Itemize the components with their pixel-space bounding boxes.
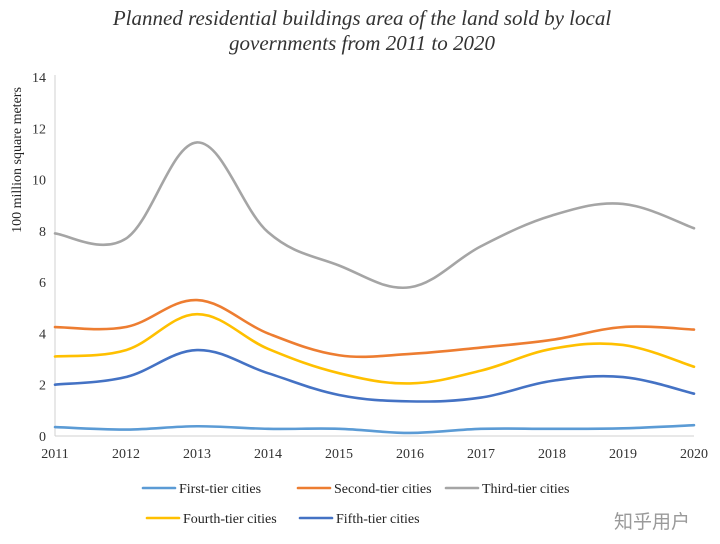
- x-tick-label: 2012: [112, 447, 140, 462]
- series-line-fourth-tier-cities: [53, 312, 696, 385]
- y-tick-label: 2: [39, 379, 46, 394]
- series-line-second-tier-cities: [53, 298, 696, 359]
- series-lines: [53, 141, 696, 435]
- chart-title-line: governments from 2011 to 2020: [229, 31, 495, 55]
- chart-title-line: Planned residential buildings area of th…: [112, 6, 611, 30]
- legend-label: First-tier cities: [179, 482, 261, 497]
- watermark-text: 知乎用户: [614, 511, 690, 533]
- x-tick-label: 2011: [41, 447, 68, 462]
- x-axis-ticks: 2011 2012 2013 2014 2015 2016 2017 2018 2019 2020: [41, 447, 708, 462]
- y-tick-label: 12: [32, 122, 46, 137]
- y-axis-ticks: 0 2 4 6 8 10 12 14: [32, 71, 46, 445]
- x-tick-label: 2017: [467, 447, 495, 462]
- y-tick-label: 4: [39, 327, 46, 342]
- legend: First-tier cities Second-tier cities Third…: [141, 482, 569, 527]
- legend-item-fourth-tier-cities: Fourth-tier cities: [145, 512, 277, 527]
- legend-item-first-tier-cities: First-tier cities: [141, 482, 261, 497]
- x-tick-label: 2020: [680, 447, 708, 462]
- y-tick-label: 0: [39, 430, 46, 445]
- x-tick-label: 2013: [183, 447, 211, 462]
- x-tick-label: 2016: [396, 447, 424, 462]
- legend-label: Second-tier cities: [334, 482, 432, 497]
- y-tick-label: 10: [32, 174, 46, 189]
- series-line-third-tier-cities: [53, 141, 696, 290]
- x-tick-label: 2014: [254, 447, 282, 462]
- axes: [54, 75, 694, 437]
- y-tick-label: 14: [32, 71, 46, 86]
- legend-item-fifth-tier-cities: Fifth-tier cities: [298, 512, 420, 527]
- series-line-fifth-tier-cities: [53, 348, 696, 403]
- y-axis-label-group: 100 million square meters: [10, 87, 25, 233]
- legend-item-third-tier-cities: Third-tier cities: [444, 482, 569, 497]
- x-tick-label: 2019: [609, 447, 637, 462]
- legend-label: Third-tier cities: [482, 482, 569, 497]
- y-axis-label: 100 million square meters: [10, 87, 25, 233]
- y-tick-label: 8: [39, 225, 46, 240]
- series-line-first-tier-cities: [53, 423, 696, 435]
- y-tick-label: 6: [39, 276, 46, 291]
- x-tick-label: 2015: [325, 447, 353, 462]
- legend-label: Fourth-tier cities: [183, 512, 277, 527]
- chart-title: Planned residential buildings area of th…: [112, 6, 611, 55]
- legend-label: Fifth-tier cities: [336, 512, 420, 527]
- legend-item-second-tier-cities: Second-tier cities: [296, 482, 432, 497]
- x-tick-label: 2018: [538, 447, 566, 462]
